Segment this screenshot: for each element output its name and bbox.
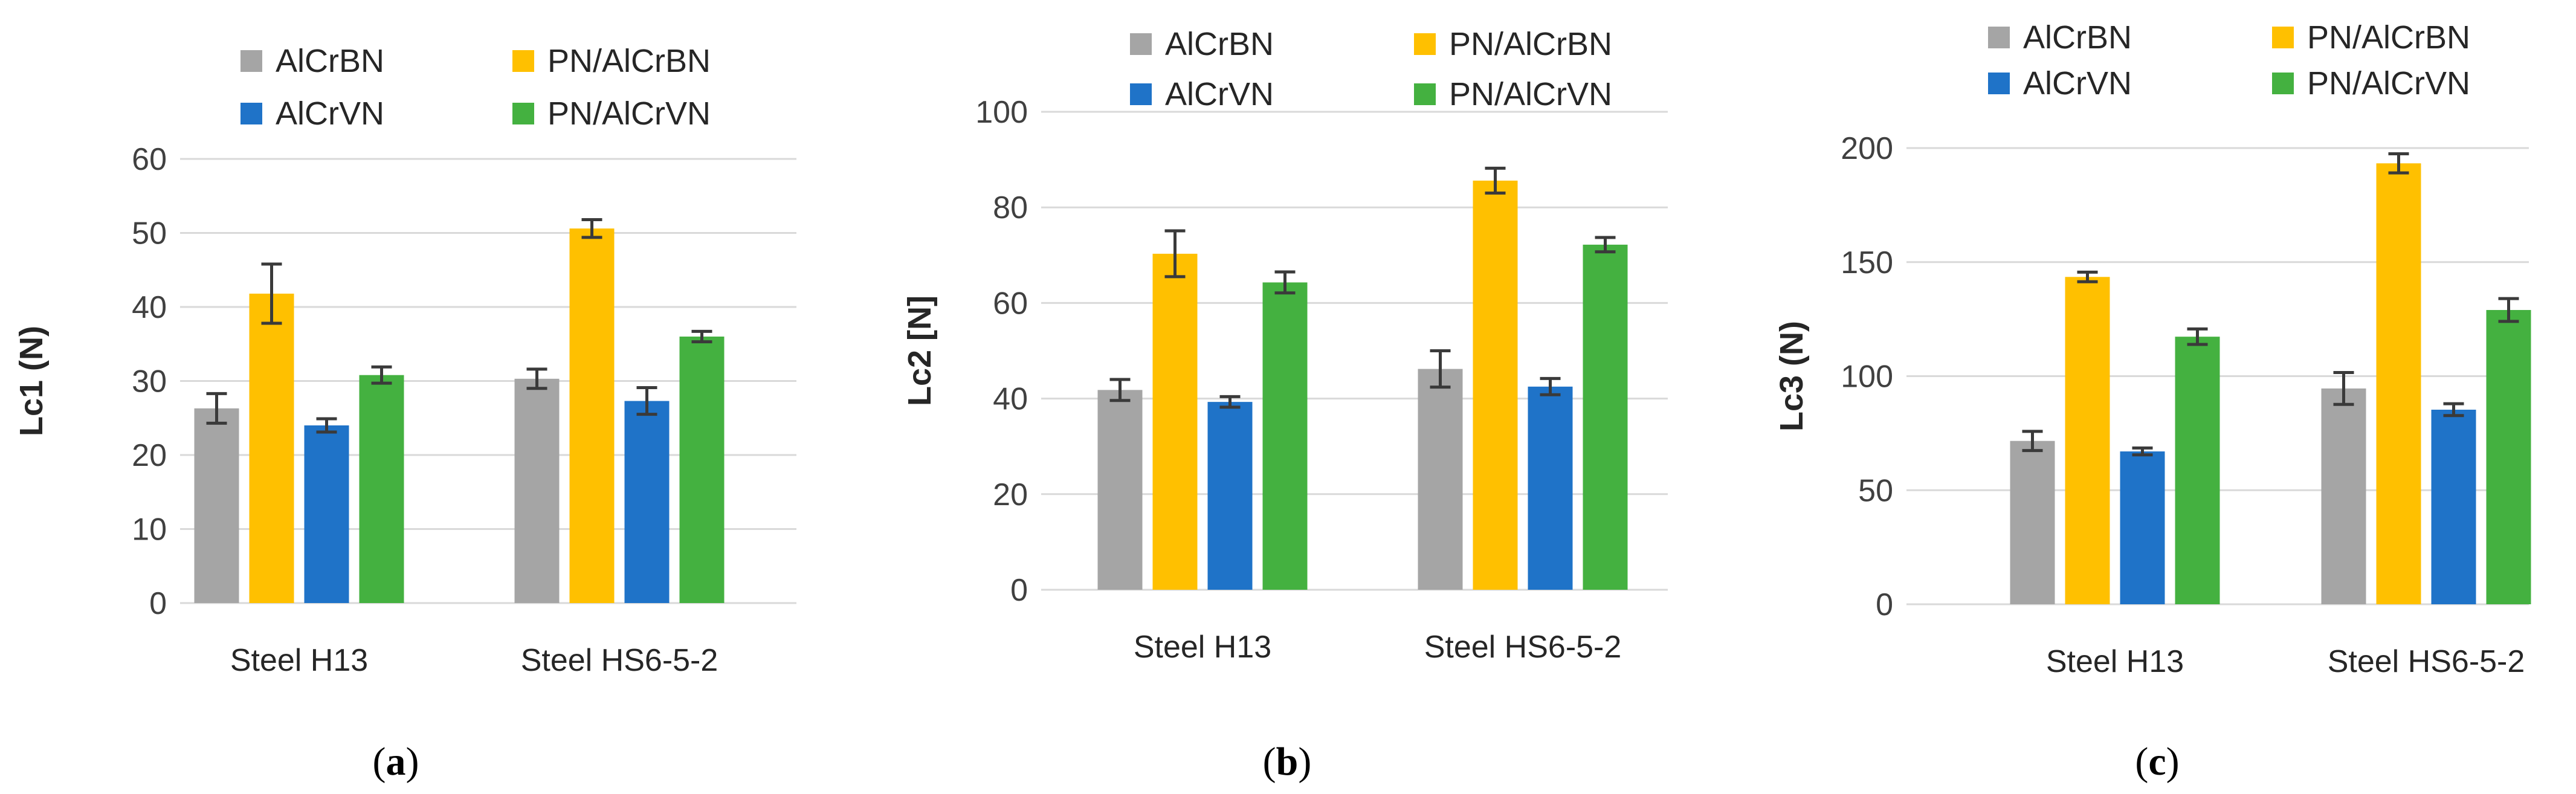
bar: [1473, 180, 1518, 590]
bar: [2431, 409, 2476, 604]
legend: AlCrBN PN/AlCrBN AlCrVN PN/AlCrVN: [1130, 26, 1612, 112]
legend-swatch: [512, 50, 534, 72]
x-tick-label: Steel H13: [1134, 630, 1271, 665]
legend-swatch: [1414, 83, 1436, 105]
x-tick-label: Steel HS6-5-2: [521, 643, 718, 678]
y-tick-label: 20: [132, 438, 167, 473]
bar: [624, 401, 670, 603]
legend-label: PN/AlCrBN: [2307, 19, 2470, 56]
y-tick-label: 60: [993, 286, 1028, 321]
y-tick-label: 20: [993, 477, 1028, 512]
y-tick-label: 60: [132, 142, 167, 177]
y-tick-label: 50: [132, 216, 167, 251]
x-tick-label: Steel H13: [2046, 644, 2184, 679]
legend-label: AlCrVN: [2023, 65, 2132, 102]
bar: [2175, 337, 2220, 604]
bar: [679, 337, 725, 603]
legend-label: AlCrBN: [276, 43, 384, 79]
panel-label-c: (c): [2135, 740, 2179, 784]
panel-label-b: (b): [1263, 740, 1312, 784]
y-axis-title: Lc1 (N): [13, 326, 50, 436]
x-tick-label: Steel H13: [230, 643, 368, 678]
bar: [2376, 163, 2421, 605]
legend-label: PN/AlCrBN: [1449, 26, 1612, 62]
legend-swatch: [2272, 27, 2294, 48]
legend: AlCrBN PN/AlCrBN AlCrVN PN/AlCrVN: [1988, 19, 2470, 102]
legend-swatch: [1988, 27, 2010, 48]
bar: [304, 425, 349, 603]
y-tick-label: 200: [1841, 131, 1893, 166]
bar: [1583, 244, 1628, 590]
legend-label: PN/AlCrVN: [2307, 65, 2470, 102]
bar: [1097, 390, 1143, 590]
y-axis-title: Lc3 (N): [1774, 321, 1810, 431]
legend-swatch: [1130, 33, 1152, 55]
y-tick-label: 10: [132, 512, 167, 547]
legend-label: AlCrVN: [1165, 76, 1274, 112]
chart-panel-b: 0 20 40 60 80 100 Lc2 [N] Steel H13 Steel HS6-5-…: [902, 26, 1668, 665]
y-tick-label: 100: [1841, 360, 1893, 395]
x-tick-label: Steel HS6-5-2: [1424, 630, 1622, 665]
bar: [249, 293, 294, 603]
bar: [1528, 386, 1573, 590]
bar: [2065, 277, 2110, 605]
legend-label: PN/AlCrBN: [547, 43, 711, 79]
bar: [2010, 441, 2055, 604]
legend-label: AlCrBN: [2023, 19, 2132, 56]
legend-swatch: [1988, 73, 2010, 94]
bar: [359, 375, 404, 603]
y-tick-label: 0: [1876, 587, 1893, 622]
legend-swatch: [2272, 73, 2294, 94]
y-tick-label: 40: [132, 290, 167, 325]
legend-swatch: [240, 103, 262, 124]
y-tick-label: 80: [993, 190, 1028, 225]
y-tick-label: 150: [1841, 245, 1893, 280]
bar: [1418, 369, 1463, 590]
legend-swatch: [512, 103, 534, 124]
y-tick-label: 40: [993, 382, 1028, 417]
chart-panel-c: 0 50 100 150 200 Lc3 (N) Steel H13 Steel HS6-5-…: [1774, 19, 2531, 679]
bar: [1262, 282, 1308, 590]
legend-label: AlCrBN: [1165, 26, 1274, 62]
legend-swatch: [1130, 83, 1152, 105]
y-tick-label: 100: [975, 95, 1028, 130]
x-tick-label: Steel HS6-5-2: [2328, 644, 2525, 679]
legend-swatch: [240, 50, 262, 72]
panel-label-a: (a): [373, 740, 419, 784]
y-tick-label: 30: [132, 364, 167, 399]
bar: [569, 228, 615, 603]
legend-swatch: [1414, 33, 1436, 55]
bar: [2120, 451, 2165, 604]
y-tick-label: 50: [1858, 473, 1893, 508]
bar: [194, 408, 239, 603]
chart-panel-a: 0 10 20 30 40 50 60 Lc1 (N) Steel H13 Steel HS6-5…: [13, 43, 796, 678]
bar: [514, 378, 560, 603]
bar: [1207, 402, 1253, 590]
bar: [2321, 388, 2366, 604]
legend-label: AlCrVN: [276, 95, 384, 132]
legend: AlCrBN PN/AlCrBN AlCrVN PN/AlCrVN: [240, 43, 711, 132]
legend-label: PN/AlCrVN: [547, 95, 711, 132]
y-tick-label: 0: [149, 586, 167, 621]
bar: [1152, 253, 1198, 590]
y-axis-title: Lc2 [N]: [902, 295, 938, 406]
bar: [2486, 310, 2531, 604]
legend-label: PN/AlCrVN: [1449, 76, 1612, 112]
y-tick-label: 0: [1010, 573, 1028, 608]
